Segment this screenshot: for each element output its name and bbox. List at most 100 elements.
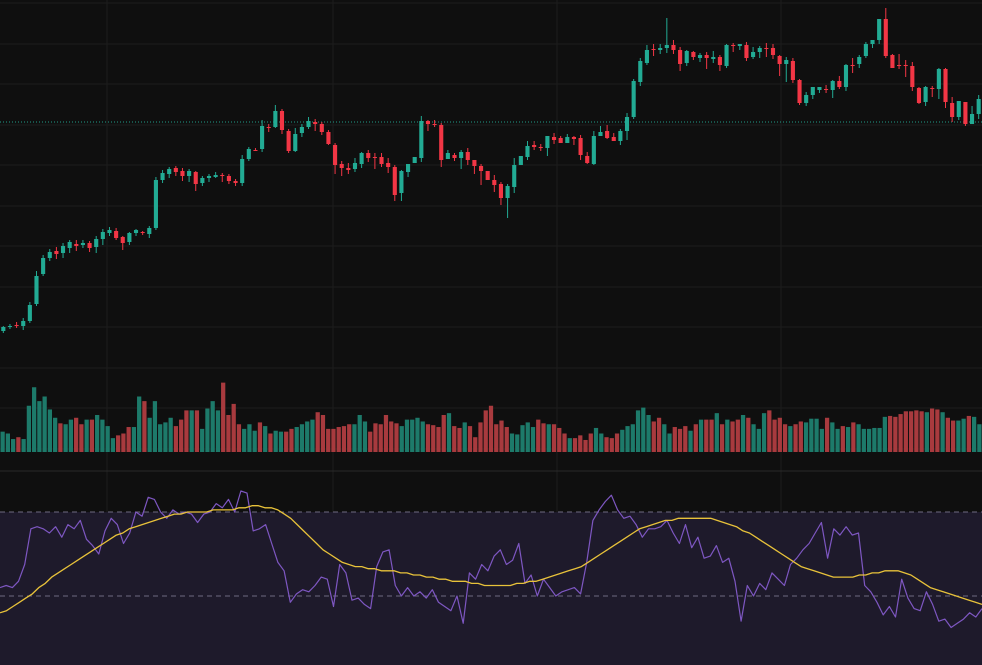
volume-bar [5, 433, 11, 452]
volume-bar [205, 408, 210, 452]
volume-bar [278, 431, 284, 452]
volume-bar [914, 410, 919, 452]
volume-bar [966, 415, 971, 452]
volume-bar [541, 423, 546, 452]
volume-bar [882, 416, 887, 452]
volume-bar [352, 424, 357, 452]
volume-bar [389, 421, 394, 452]
candle-body [34, 276, 39, 304]
candle-body [173, 168, 178, 172]
candle-body [963, 102, 968, 124]
candle-body [618, 131, 623, 141]
volume-bar [672, 427, 677, 452]
volume-bar [614, 433, 620, 452]
candle-body [1, 327, 6, 331]
rsi-band [0, 512, 982, 665]
volume-bar [147, 417, 152, 452]
volume-bar [499, 420, 504, 452]
candle-body [591, 136, 596, 164]
volume-bar [887, 415, 893, 452]
candle-body [903, 65, 908, 66]
price-pane[interactable] [0, 8, 982, 333]
candle-body [14, 325, 19, 326]
volume-bar [179, 419, 184, 452]
volume-bar [893, 416, 898, 452]
volume-bar [777, 417, 782, 452]
volume-bar [284, 431, 289, 452]
candle-body [969, 114, 975, 124]
volume-bar [746, 417, 751, 452]
candle-body [226, 176, 231, 181]
rsi-pane[interactable] [0, 490, 982, 665]
volume-bar [872, 427, 877, 452]
volume-bar [236, 424, 242, 452]
candle-body [744, 45, 749, 58]
volume-bar [399, 426, 404, 452]
candle-body [27, 305, 32, 321]
volume-bar [89, 419, 95, 452]
volume-bar [168, 417, 173, 452]
candle-body [339, 164, 344, 168]
candle-body [260, 126, 265, 149]
candle-body [870, 40, 875, 44]
volume-bar [756, 428, 761, 452]
candle-body [711, 57, 716, 59]
candle-body [399, 171, 404, 193]
volume-bar [221, 382, 226, 452]
volume-bar [242, 428, 247, 452]
candle-body [392, 167, 397, 195]
candle-body [326, 132, 331, 144]
volume-bar [977, 424, 982, 452]
volume-bar [184, 410, 189, 452]
volume-bar [840, 426, 845, 452]
volume-bar [798, 421, 803, 452]
candle-body [379, 157, 384, 164]
volume-bar [662, 424, 667, 452]
volume-bar [32, 387, 37, 452]
volume-bar [767, 410, 772, 452]
candle-body [691, 52, 696, 57]
candle-body [624, 117, 630, 131]
volume-bar [84, 419, 89, 452]
candle-body [160, 173, 165, 180]
candle-body [883, 19, 888, 56]
candle-body [824, 89, 829, 90]
volume-bar [919, 411, 924, 452]
volume-bar [929, 408, 935, 452]
volume-bar [856, 424, 861, 452]
volume-bar [336, 427, 341, 452]
volume-bar [536, 419, 541, 452]
volume-bar [341, 426, 347, 452]
volume-bar [194, 410, 200, 452]
volume-bar [273, 430, 278, 452]
candle-body [697, 55, 703, 58]
volume-bar [898, 414, 903, 452]
candle-body [943, 69, 948, 102]
volume-bar [494, 424, 499, 452]
volume-bar [740, 415, 746, 452]
candle-body [319, 124, 324, 132]
volume-bar [557, 427, 562, 452]
volume-bar [116, 435, 121, 452]
volume-bar [294, 427, 299, 452]
candle-body [737, 44, 742, 46]
volume-bar [347, 424, 352, 452]
volume-bar [105, 426, 110, 452]
candle-body [120, 237, 125, 243]
candle-body [266, 127, 271, 128]
volume-bar [761, 413, 767, 452]
volume-bar [688, 430, 693, 452]
candle-body [525, 146, 530, 157]
volume-bar [11, 439, 16, 452]
candle-body [611, 137, 616, 141]
volume-bar [877, 427, 882, 452]
candle-body [213, 175, 218, 177]
candle-body [956, 101, 961, 117]
volume-bar [788, 426, 793, 452]
candle-body [346, 168, 351, 170]
rsi-ma-line [0, 505, 982, 614]
volume-bar [53, 417, 58, 452]
volume-bar [452, 426, 457, 452]
volume-bar [483, 410, 488, 452]
